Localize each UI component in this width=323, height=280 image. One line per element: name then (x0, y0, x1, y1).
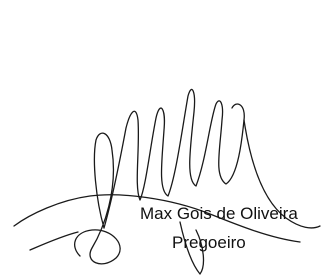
signature-stroke (75, 133, 120, 264)
signer-role: Pregoeiro (172, 233, 246, 252)
signature-block: Max Gois de Oliveira Pregoeiro (0, 0, 323, 280)
signer-name: Max Gois de Oliveira (140, 204, 298, 223)
signature-stroke (30, 232, 78, 250)
page: Max Gois de Oliveira Pregoeiro (() => { … (0, 0, 323, 280)
handwritten-signature (14, 89, 320, 274)
